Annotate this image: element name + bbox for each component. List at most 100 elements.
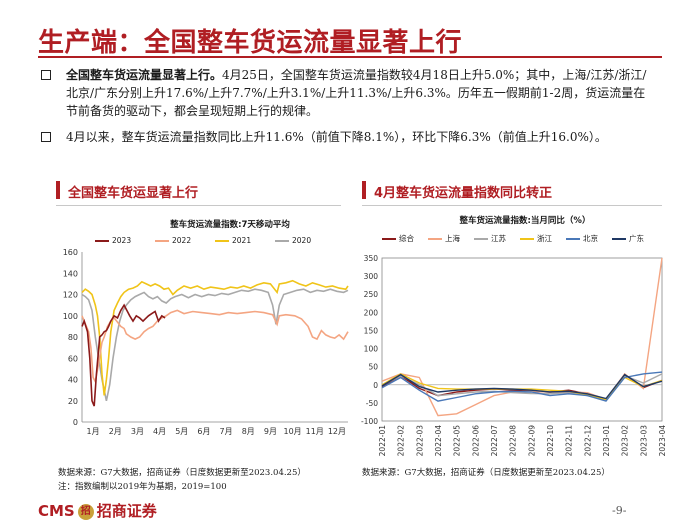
series-line-江苏 xyxy=(381,373,663,401)
legend-swatch xyxy=(382,238,396,240)
legend-item: 浙江 xyxy=(520,233,552,244)
y-tick-label: 0 xyxy=(73,418,78,427)
square-bullet-icon xyxy=(41,132,51,142)
x-tick-label: 2022-01 xyxy=(378,425,387,457)
x-tick-label: 10月 xyxy=(283,427,301,436)
y-tick-label: 100 xyxy=(63,312,78,321)
bullet-1-text: 4月25日，全国整车货运流量指数较4月18日上升5.0%；其中，上海/江苏/浙江… xyxy=(66,68,647,118)
x-tick-label: 7月 xyxy=(220,427,233,436)
x-tick-label: 2022-04 xyxy=(434,425,443,457)
y-tick-label: 120 xyxy=(63,291,78,300)
company-name: 招商证券 xyxy=(96,502,157,520)
legend-swatch xyxy=(474,238,488,240)
left-line-chart: 0 20 40 60 80 100 120 140 160 1月 2月 3月 4月 5月 6月 7月 8月 9月 1… xyxy=(63,248,349,436)
x-tick-label: 2022-03 xyxy=(415,425,424,457)
x-tick-label: 5月 xyxy=(175,427,188,436)
legend-item: 2023 xyxy=(95,236,131,245)
legend-label: 北京 xyxy=(583,234,598,243)
y-tick-label: 100 xyxy=(364,345,379,354)
legend-item: 综合 xyxy=(382,233,414,244)
series-line-2021 xyxy=(81,279,349,396)
plot-frame xyxy=(381,257,663,422)
bullet-2-text: 4月以来，整车货运流量指数同比上升11.6%（前值下降8.1%），环比下降6.3… xyxy=(66,130,607,144)
y-tick-label: 300 xyxy=(364,272,379,281)
y-tick-label: 350 xyxy=(364,254,379,263)
x-tick-label: 1月 xyxy=(87,427,100,436)
title-rule xyxy=(38,56,662,58)
x-tick-label: 3月 xyxy=(131,427,144,436)
x-tick-label: 4月 xyxy=(153,427,166,436)
logo-text: CMS xyxy=(38,502,75,520)
y-tick-label: 0 xyxy=(373,381,378,390)
legend-label: 2020 xyxy=(292,236,312,245)
legend-item: 2021 xyxy=(215,236,251,245)
legend-label: 浙江 xyxy=(537,234,552,243)
y-tick-label: -100 xyxy=(361,417,378,426)
x-tick-label: 2022-08 xyxy=(509,425,518,457)
bullet-1-bold: 全国整车货运流量显著上行。 xyxy=(66,68,223,82)
x-tick-label: 2022-06 xyxy=(471,425,480,457)
y-tick-label: 40 xyxy=(68,376,78,385)
bullet-2: 4月以来，整车货运流量指数同比上升11.6%（前值下降8.1%），环比下降6.3… xyxy=(41,128,656,146)
square-bullet-icon xyxy=(41,70,51,80)
legend-swatch xyxy=(612,238,626,240)
x-tick-label: 12月 xyxy=(328,427,346,436)
x-tick-label: 6月 xyxy=(197,427,210,436)
legend-item: 2022 xyxy=(155,236,191,245)
x-tick-label: 2022-07 xyxy=(490,425,499,457)
header-marker xyxy=(56,181,60,199)
x-tick-label: 2022-11 xyxy=(565,425,574,457)
x-tick-label: 2023-02 xyxy=(621,425,630,457)
x-tick-label: 2月 xyxy=(109,427,122,436)
y-tick-label: 140 xyxy=(63,269,78,278)
left-chart-legend: 2023 2022 2021 2020 xyxy=(95,236,345,248)
y-tick-label: 60 xyxy=(68,354,78,363)
series-line-北京 xyxy=(381,371,663,402)
legend-item: 北京 xyxy=(566,233,598,244)
company-logo: CMS 招招商证券 xyxy=(38,500,157,521)
left-panel-header: 全国整车货运显著上行 xyxy=(56,178,341,206)
left-chart-title: 整车货运流量指数:7天移动平均 xyxy=(170,220,290,230)
y-tick-label: 250 xyxy=(364,290,379,299)
legend-swatch xyxy=(155,240,169,242)
left-panel-rule xyxy=(56,205,341,206)
series-line-2020 xyxy=(81,288,349,401)
legend-label: 2021 xyxy=(232,236,252,245)
legend-item: 江苏 xyxy=(474,233,506,244)
legend-swatch xyxy=(520,238,534,240)
right-panel-title: 4月整车货运流量指数同比转正 xyxy=(374,186,553,201)
x-tick-label: 2022-02 xyxy=(397,425,406,457)
legend-swatch xyxy=(275,240,289,242)
y-tick-label: 20 xyxy=(68,397,78,406)
legend-item: 上海 xyxy=(428,233,460,244)
y-tick-label: 150 xyxy=(364,326,379,335)
y-tick-label: 200 xyxy=(364,308,379,317)
header-marker xyxy=(362,181,366,199)
series-line-广东 xyxy=(381,373,663,400)
series-line-2023 xyxy=(81,303,166,407)
series-line-2022 xyxy=(81,309,349,385)
legend-label: 综合 xyxy=(399,234,414,243)
y-tick-label: 50 xyxy=(368,363,378,372)
right-chart-legend: 综合 上海 江苏 浙江 北京 广东 xyxy=(382,233,667,245)
left-panel-title: 全国整车货运显著上行 xyxy=(68,186,199,201)
page-number: -9- xyxy=(612,504,627,517)
legend-swatch xyxy=(566,238,580,240)
legend-label: 上海 xyxy=(445,234,460,243)
right-source-note: 数据来源：G7大数据，招商证券（日度数据更新至2023.04.25） xyxy=(362,468,610,478)
x-tick-label: 2022-10 xyxy=(546,425,555,457)
right-chart-title: 整车货运流量指数:当月同比（%） xyxy=(459,216,591,226)
x-tick-label: 2023-01 xyxy=(602,425,611,457)
legend-label: 2022 xyxy=(172,236,192,245)
legend-label: 广东 xyxy=(629,234,644,243)
y-tick-label: 160 xyxy=(63,248,78,257)
legend-item: 广东 xyxy=(612,233,644,244)
page-title: 生产端：全国整车货运流量显著上行 xyxy=(38,28,463,58)
x-tick-label: 2023-04 xyxy=(658,425,667,457)
legend-item: 2020 xyxy=(275,236,311,245)
legend-swatch xyxy=(428,238,442,240)
x-tick-label: 11月 xyxy=(306,427,324,436)
x-tick-label: 8月 xyxy=(242,427,255,436)
legend-swatch xyxy=(95,240,109,242)
x-tick-label: 2022-12 xyxy=(583,425,592,457)
